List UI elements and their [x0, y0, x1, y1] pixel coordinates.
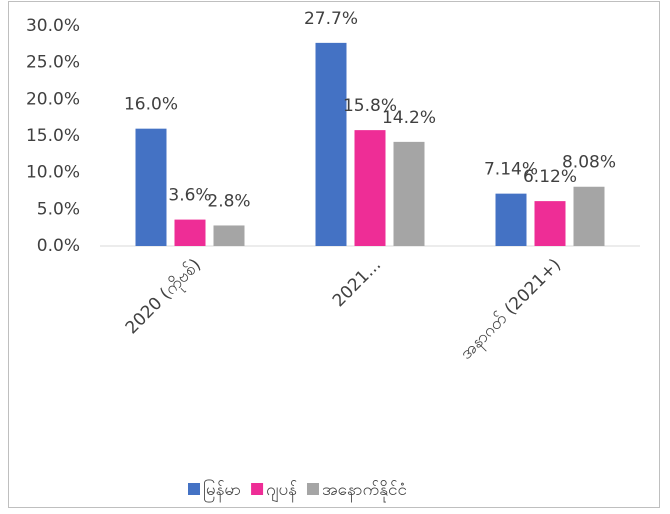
legend-label: မြန်မာ: [203, 478, 241, 503]
y-tick-label: 30.0%: [26, 16, 80, 36]
data-label: 3.6%: [168, 186, 211, 206]
legend-swatch: [251, 483, 264, 495]
legend-label: ဂျပန်: [266, 480, 297, 503]
legend-swatch: [188, 483, 200, 495]
bar: [315, 42, 347, 246]
y-tick-label: 10.0%: [26, 163, 80, 183]
bar: [213, 225, 245, 246]
y-tick-label: 0.0%: [37, 236, 80, 256]
y-tick-label: 25.0%: [26, 53, 80, 73]
bar: [135, 128, 167, 246]
data-label: 8.08%: [562, 153, 616, 173]
bar: [354, 130, 386, 246]
legend-label: အနောက်နိုင်ငံ: [322, 480, 407, 503]
bar: [573, 186, 605, 246]
data-label: 6.12%: [523, 167, 577, 187]
y-tick-label: 5.0%: [37, 199, 80, 219]
bar: [495, 193, 527, 246]
bar: [393, 141, 425, 246]
data-label: 2.8%: [207, 191, 250, 211]
legend-swatch: [306, 483, 319, 495]
data-label: 14.2%: [382, 108, 436, 128]
bar: [174, 219, 206, 246]
data-label: 15.8%: [343, 96, 397, 116]
data-label: 7.14%: [484, 160, 538, 180]
data-label: 27.7%: [304, 9, 358, 29]
data-label: 16.0%: [124, 95, 178, 115]
bar: [534, 201, 566, 246]
y-tick-label: 15.0%: [26, 126, 80, 146]
y-tick-label: 20.0%: [26, 89, 80, 109]
